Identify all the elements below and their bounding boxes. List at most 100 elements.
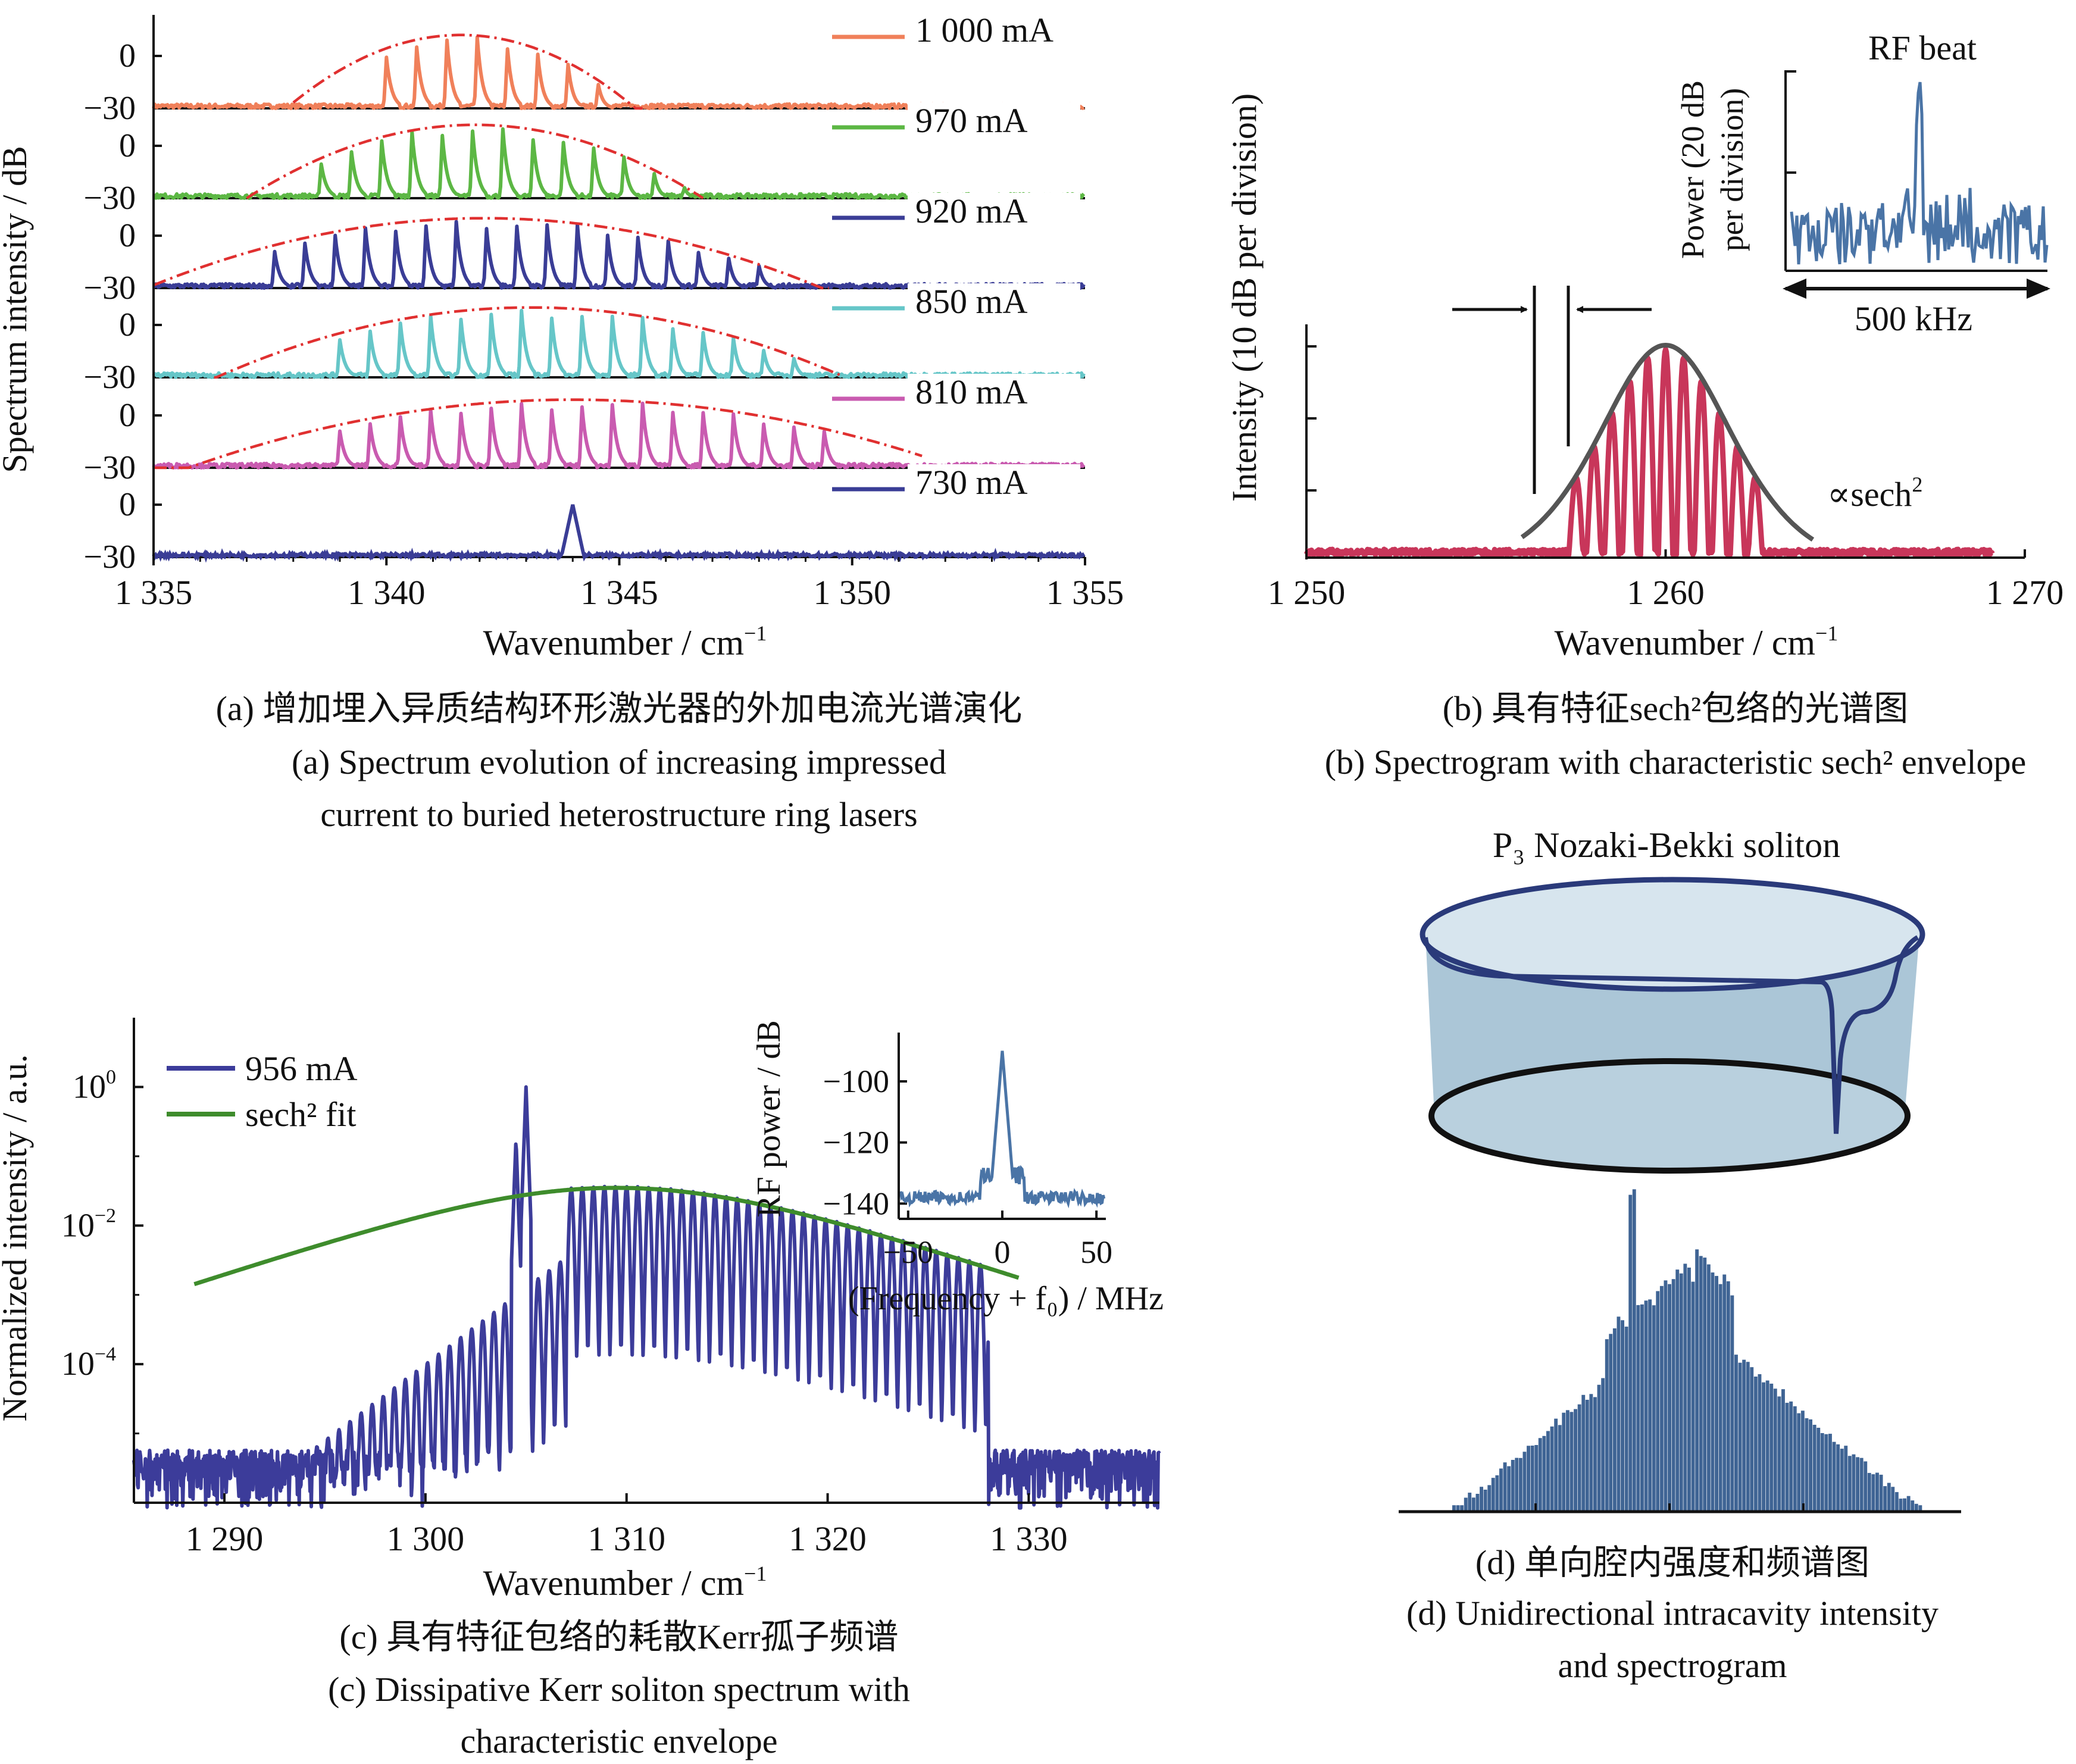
- legend-label-bg: [908, 464, 1080, 501]
- spectrogram-bar: [1562, 1412, 1566, 1512]
- legend-label-bg: [908, 102, 1080, 139]
- spectrogram-bar: [1816, 1428, 1821, 1512]
- spectrogram-bar: [1820, 1433, 1824, 1512]
- legend-label: 730 mA: [915, 463, 1028, 502]
- spectrogram-bar: [1824, 1434, 1828, 1512]
- panel-d-ring-cavity: [1420, 877, 1925, 1174]
- xtick-label: 1 340: [348, 573, 426, 612]
- spectrogram-bar: [1852, 1454, 1856, 1512]
- spectrogram-bar: [1809, 1419, 1812, 1512]
- spectrogram-bar: [1452, 1505, 1456, 1512]
- panel-b-inset: RF beat Power (20 dB per division) 500 k…: [1675, 29, 2050, 338]
- panel-c-inset-xlabel: (Frequency + f₀) / MHz: [848, 1280, 1164, 1317]
- ytick-label-0: 0: [119, 486, 136, 523]
- legend-label: 850 mA: [915, 282, 1028, 321]
- spectrogram-bar: [1527, 1446, 1530, 1512]
- spectrogram-bar: [1867, 1472, 1871, 1512]
- panel-c-xlabel: Wavenumber / cm−1: [483, 1562, 767, 1603]
- inset-ytick-label: −120: [823, 1125, 889, 1161]
- spectrogram-bar: [1624, 1327, 1628, 1512]
- xtick-label: 1 320: [789, 1519, 867, 1558]
- spectrogram-bar: [1715, 1275, 1718, 1512]
- panel-c: Normalized intensity / a.u. 10010−210−4 …: [0, 1018, 1164, 1603]
- envelope-fit: [292, 33, 643, 110]
- spectrogram-bar: [1695, 1249, 1699, 1512]
- envelope-fit: [154, 398, 923, 470]
- ytick-label-0: 0: [119, 37, 136, 74]
- inset-xtick-label: −50: [883, 1234, 933, 1270]
- panel-c-x-axis: 1 290 1 300 1 310 1 320 1 330: [134, 1493, 1159, 1558]
- spectrogram-bar: [1538, 1438, 1542, 1512]
- caption-b-cn: (b) 具有特征sech²包络的光谱图: [1443, 689, 1909, 728]
- panel-b-inset-ylabel-line1: Power (20 dB: [1675, 80, 1711, 259]
- spectrogram-bar: [1558, 1425, 1562, 1512]
- soliton-intensity-profile: [1423, 935, 1919, 1134]
- spectrogram-bar: [1914, 1503, 1918, 1512]
- spectrogram-bar: [1530, 1446, 1534, 1512]
- spectrogram-bar: [1577, 1404, 1581, 1512]
- panel-c-inset-y-ticks: −100 −120 −140: [823, 1064, 907, 1221]
- spectrogram-bar: [1534, 1445, 1539, 1512]
- caption-c-en-2: characteristic envelope: [461, 1722, 778, 1760]
- spectrogram-bar: [1758, 1374, 1762, 1512]
- spectrogram-bar: [1753, 1377, 1758, 1512]
- spectrogram-bar: [1844, 1446, 1848, 1512]
- panel-a-ytick-labels: 0−300−300−300−300−300−30: [83, 37, 136, 576]
- envelope-fit: [214, 306, 844, 379]
- spectrogram-bar: [1762, 1382, 1765, 1512]
- spectrogram-bar: [1828, 1434, 1832, 1512]
- ytick-label-0: 0: [119, 127, 136, 164]
- envelope-fit: [153, 217, 829, 290]
- xtick-label: 1 335: [115, 573, 193, 612]
- spectrogram-bar: [1659, 1286, 1664, 1512]
- spectrogram-bar: [1879, 1474, 1883, 1512]
- spectrogram-bar: [1777, 1396, 1781, 1512]
- spectrogram-bar: [1750, 1367, 1754, 1512]
- xtick-label: 1 330: [990, 1519, 1068, 1558]
- spectrogram-bar: [1609, 1334, 1613, 1512]
- spectrogram-bar: [1859, 1458, 1864, 1512]
- spectrogram-bar: [1703, 1258, 1707, 1512]
- panel-c-sech2-fit: [193, 1186, 1020, 1287]
- legend-label-bg: [908, 374, 1080, 411]
- panel-b-inset-ylabel-line2: per division): [1714, 88, 1750, 251]
- ytick-label: 100: [73, 1066, 116, 1105]
- caption-c-cn: (c) 具有特征包络的耗散Kerr孤子频谱: [339, 1618, 898, 1656]
- ytick-label: 10−2: [61, 1205, 116, 1244]
- spectrogram-bar: [1640, 1304, 1644, 1512]
- spectrogram-bar: [1664, 1280, 1668, 1512]
- ytick-label-minus30: −30: [83, 539, 136, 576]
- legend-label: 1 000 mA: [915, 11, 1053, 49]
- spectrogram-bar: [1722, 1274, 1727, 1512]
- spectrogram-bar: [1487, 1485, 1492, 1512]
- ytick-label: 10−4: [61, 1343, 116, 1383]
- spectrogram-bar: [1706, 1264, 1711, 1512]
- spectrogram-bar: [1765, 1380, 1769, 1512]
- spectrogram-bar: [1471, 1497, 1475, 1512]
- spectrogram-bar: [1899, 1499, 1903, 1512]
- spectrogram-bar: [1593, 1397, 1597, 1512]
- spectrogram-bar: [1464, 1497, 1468, 1512]
- spectrogram-bar: [1847, 1456, 1852, 1512]
- spectrogram-bar: [1891, 1487, 1895, 1512]
- spectrogram-bar: [1491, 1478, 1495, 1512]
- spectrogram-bar: [1894, 1492, 1899, 1512]
- spectrogram-bar: [1769, 1383, 1774, 1512]
- spectrogram-bar: [1585, 1400, 1589, 1512]
- spectrogram-bar: [1887, 1482, 1891, 1512]
- spectrogram-bar: [1652, 1305, 1656, 1512]
- spectrogram-bar: [1911, 1500, 1915, 1512]
- spectrogram-bar: [1468, 1493, 1472, 1512]
- spectrogram-bar: [1836, 1444, 1840, 1512]
- caption-a-en-2: current to buried heterostructure ring l…: [320, 795, 917, 834]
- ytick-label-minus30: −30: [83, 270, 136, 306]
- spectrogram-bar: [1597, 1384, 1601, 1512]
- caption-c-en-1: (c) Dissipative Kerr soliton spectrum wi…: [328, 1670, 910, 1709]
- spectrogram-bar: [1742, 1359, 1746, 1512]
- panel-d: P₃ Nozaki-Bekki soliton: [1399, 825, 1961, 1513]
- spectrogram-bar: [1605, 1339, 1609, 1512]
- xtick-label: 1 300: [387, 1519, 465, 1558]
- ytick-label-0: 0: [119, 217, 136, 254]
- panel-d-spectrogram-bars: [1452, 1189, 1922, 1512]
- spectrogram-bar: [1617, 1316, 1621, 1512]
